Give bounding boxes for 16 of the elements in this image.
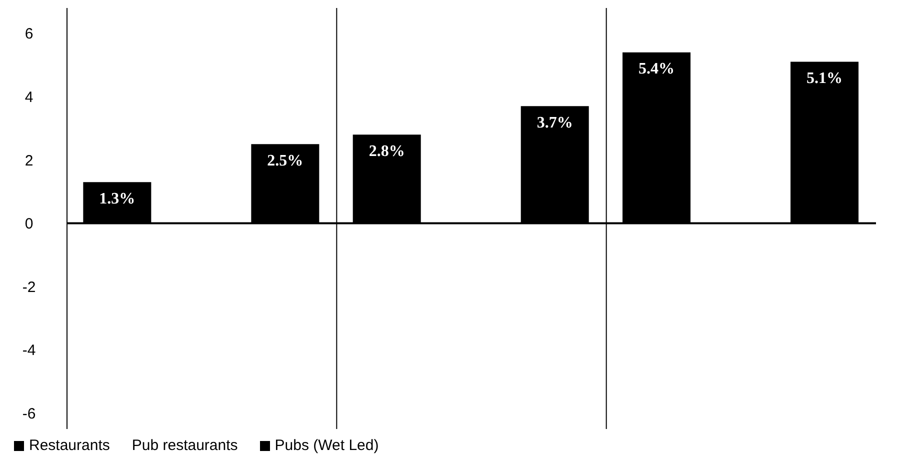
y-tick-label: 6 — [24, 26, 34, 43]
y-tick-label: -4 — [22, 342, 36, 360]
y-tick-label: -6 — [22, 406, 36, 422]
legend-label: Pubs (Wet Led) — [274, 437, 379, 454]
data-label: 2.5% — [267, 152, 304, 170]
y-tick-label: -2 — [22, 278, 36, 296]
data-label: 2.8% — [368, 142, 405, 160]
legend-label: Restaurants — [29, 437, 110, 454]
data-label: 3.7% — [536, 114, 573, 132]
text: Pub restaurants — [132, 437, 238, 454]
y-tick-label: 2 — [24, 152, 34, 170]
y-tick-label: 0 — [24, 216, 34, 233]
data-label: 5.4% — [638, 60, 675, 78]
y-tick-label: 4 — [24, 88, 34, 106]
data-label: 1.3% — [99, 190, 136, 208]
data-label: 5.1% — [806, 70, 843, 88]
